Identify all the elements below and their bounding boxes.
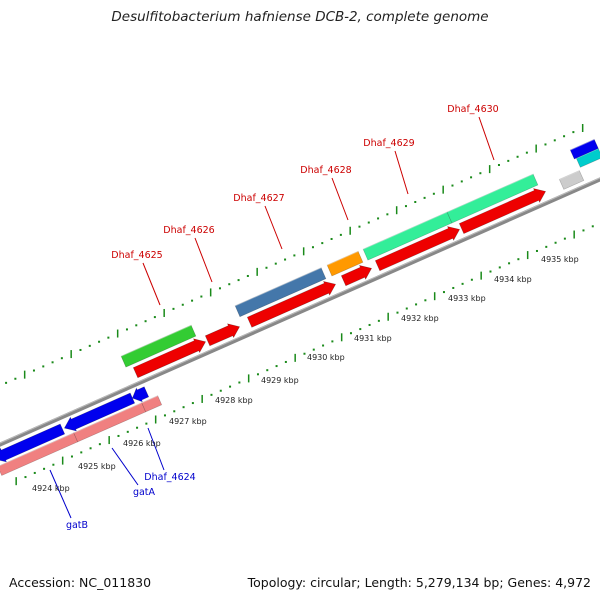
upper-cds-arrow (374, 226, 461, 272)
upper-feature-box (234, 267, 327, 318)
callout-lines (49, 116, 495, 519)
gene-label-upper: Dhaf_4627 (233, 193, 284, 204)
upper-feature-boxes (120, 138, 600, 368)
gene-label-lower: gatA (133, 487, 156, 498)
gene-label-upper: Dhaf_4629 (363, 138, 414, 149)
lower-feature-boxes (0, 386, 150, 463)
upper-tick-track (5, 124, 584, 384)
upper-feature-box (446, 173, 539, 224)
upper-feature-box (326, 250, 364, 277)
gene-label-upper: Dhaf_4626 (163, 225, 214, 236)
lower-feature-arrow (63, 392, 136, 432)
backbone-highlight (0, 177, 600, 444)
upper-cds-arrow (458, 188, 547, 234)
upper-cds-arrow (132, 338, 207, 379)
scale-label: 4931 kbp (354, 334, 392, 343)
scale-label: 4924 kbp (32, 484, 70, 493)
scale-label: 4928 kbp (215, 396, 253, 405)
lower-feature-arrow (0, 423, 66, 463)
upper-cds-arrow (204, 323, 241, 347)
lower-tick-track (15, 225, 594, 486)
scale-label: 4926 kbp (123, 439, 161, 448)
gene-label-upper: Dhaf_4630 (447, 104, 498, 115)
upper-feature-box (575, 148, 600, 168)
gene-label-upper: Dhaf_4625 (111, 250, 162, 261)
lower-cds-box (141, 395, 163, 413)
upper-cds-box (558, 170, 585, 190)
lower-cds-arrows (0, 395, 163, 476)
upper-cds-arrow (340, 264, 373, 287)
upper-cds-arrows (132, 169, 585, 379)
gene-label-lower: Dhaf_4624 (144, 472, 195, 483)
accession-label: Accession: NC_011830 (9, 575, 152, 590)
gene-label-lower: gatB (66, 520, 88, 531)
scale-label: 4929 kbp (261, 376, 299, 385)
upper-feature-box (120, 324, 197, 368)
scale-label: 4934 kbp (494, 275, 532, 284)
scale-label: 4927 kbp (169, 417, 207, 426)
map-title: Desulfitobacterium hafniense DCB-2, comp… (111, 9, 489, 25)
gene-label-upper: Dhaf_4628 (300, 165, 351, 176)
upper-cds-arrow (246, 280, 337, 328)
scale-label: 4935 kbp (541, 255, 579, 264)
genome-summary-label: Topology: circular; Length: 5,279,134 bp… (247, 575, 591, 590)
lower-feature-arrow (132, 386, 150, 403)
backbone-line (0, 177, 600, 447)
scale-label: 4925 kbp (78, 462, 116, 471)
upper-feature-box (569, 138, 599, 160)
scale-label: 4933 kbp (448, 294, 486, 303)
scale-label: 4932 kbp (401, 314, 439, 323)
gene-labels: Dhaf_4625 Dhaf_4626 Dhaf_4627 Dhaf_4628 Dhaf… (66, 104, 499, 531)
scale-label: 4930 kbp (307, 353, 345, 362)
scale-labels: 4924 kbp 4925 kbp 4926 kbp 4927 kbp 4928 kbp… (32, 255, 579, 493)
